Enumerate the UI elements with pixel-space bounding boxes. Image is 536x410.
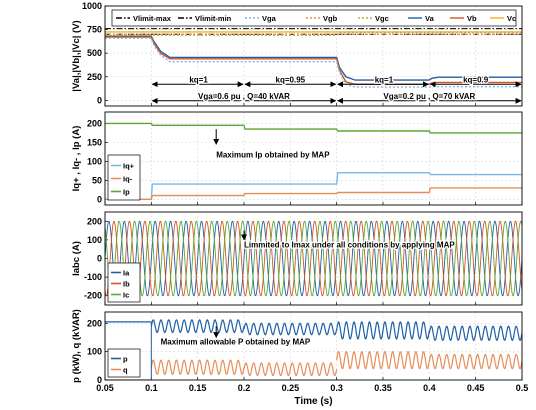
y-axis-label: p (kW), q (kVAR) xyxy=(71,309,82,383)
y-tick-label: 0 xyxy=(97,375,102,385)
series-p xyxy=(336,320,430,340)
plot-lines xyxy=(105,319,522,380)
x-tick-label: 0.45 xyxy=(467,383,485,393)
y-tick-label: 200 xyxy=(87,318,102,328)
y-tick-label: 50 xyxy=(92,175,102,185)
series-ia xyxy=(105,220,522,297)
panel-2: 0 50 100 150 200 Maximum Ip obtained by MAP Iq… xyxy=(71,111,523,206)
y-tick-label: -200 xyxy=(84,291,102,301)
plot-border xyxy=(104,5,523,107)
series-q xyxy=(243,362,338,377)
x-tick-label: 0.4 xyxy=(423,383,436,393)
x-tick-label: 0.25 xyxy=(282,383,300,393)
series-q xyxy=(150,359,245,376)
series-q xyxy=(336,350,430,370)
annotation-text: kq=0.9 xyxy=(463,75,489,84)
legend-label: Vc xyxy=(507,14,516,23)
y-tick-label: 0 xyxy=(97,95,102,105)
plot-border xyxy=(104,211,523,306)
x-tick-label: 0.15 xyxy=(189,383,207,393)
annotation-text: Vga=0.2 pu , Q=70 kVAR xyxy=(383,92,475,101)
annotation-text: kq=0.95 xyxy=(276,75,306,84)
x-tick-label: 0.3 xyxy=(330,383,343,393)
y-tick-label: 1000 xyxy=(82,1,102,11)
series-ib xyxy=(105,220,522,297)
annotation-text: Vga=0.6 pu , Q=40 kVAR xyxy=(198,92,290,101)
series-vgc xyxy=(105,31,522,36)
legend-label: p xyxy=(123,355,128,364)
legend-label: Vb xyxy=(467,14,477,23)
x-tick-label: 0.05 xyxy=(96,383,114,393)
y-tick-label: -100 xyxy=(84,272,102,282)
x-axis-label: Time (s) xyxy=(294,396,332,407)
legend-label: Ip xyxy=(123,188,130,197)
legend-label: Vgb xyxy=(323,14,338,23)
plot-border xyxy=(104,111,523,206)
x-tick-label: 0.35 xyxy=(374,383,392,393)
y-tick-label: 100 xyxy=(87,235,102,245)
y-tick-label: 250 xyxy=(87,72,102,82)
legend-label: Vlimit-min xyxy=(195,14,232,23)
y-axis-label: Iabc (A) xyxy=(71,241,82,276)
annotation-text: kq=1 xyxy=(375,75,394,84)
legend-box xyxy=(107,262,141,303)
y-tick-label: 750 xyxy=(87,25,102,35)
annotation-text: Maximum allowable P obtained by MAP xyxy=(161,338,311,347)
y-tick-label: 100 xyxy=(87,156,102,166)
legend-label: q xyxy=(123,366,128,375)
legend-label: Vga xyxy=(262,14,277,23)
legend-label: Vgc xyxy=(375,14,389,23)
x-tick-label: 0.2 xyxy=(238,383,251,393)
annotation-text: kq=1 xyxy=(189,75,208,84)
y-tick-label: 0 xyxy=(97,194,102,204)
series-p xyxy=(150,319,245,334)
legend-label: Ia xyxy=(123,269,130,278)
series-p xyxy=(428,325,522,342)
panel-4: 0 100 200 Maximum allowable P obtained by M… xyxy=(71,309,528,407)
plot-lines xyxy=(105,28,522,88)
plot-border xyxy=(104,311,523,381)
legend-label: Ic xyxy=(123,291,129,300)
x-tick-label: 0.5 xyxy=(516,383,529,393)
series-p xyxy=(243,322,338,336)
series-ic xyxy=(105,220,522,297)
y-axis-label: Iq+ , Iq- , Ip (A) xyxy=(71,126,82,192)
y-axis-label: |Va|,|Vb|,|Vc| (V) xyxy=(71,20,82,91)
y-tick-label: 200 xyxy=(87,216,102,226)
legend-box xyxy=(107,348,141,378)
annotation-text: Limmited to Imax under all conditions by… xyxy=(244,240,455,249)
plot-area xyxy=(105,112,522,205)
y-tick-label: 150 xyxy=(87,137,102,147)
legend-label: Va xyxy=(425,14,435,23)
series-q xyxy=(428,353,522,370)
series-iq xyxy=(105,187,522,201)
plot-lines xyxy=(105,122,522,201)
plot-lines xyxy=(105,220,522,297)
legend-label: Iq- xyxy=(123,175,133,184)
series-ip xyxy=(105,122,522,134)
legend-label: Iq+ xyxy=(123,162,135,171)
legend-box xyxy=(107,154,141,201)
y-tick-label: 0 xyxy=(97,254,102,264)
legend-label: Vlimit-max xyxy=(133,14,172,23)
y-tick-label: 200 xyxy=(87,118,102,128)
annotation-text: Maximum Ip obtained by MAP xyxy=(216,151,330,160)
y-tick-label: 100 xyxy=(87,347,102,357)
panel-1: 0 250 500 750 1000 kq=1 kq=0.95 kq=1 kq=0.9 Vga=0… xyxy=(71,1,523,107)
x-tick-label: 0.1 xyxy=(145,383,158,393)
legend-label: Ib xyxy=(123,280,130,289)
y-tick-label: 500 xyxy=(87,48,102,58)
panel-3: -200 -100 0 100 200 Limmited to Imax under al… xyxy=(71,211,523,306)
